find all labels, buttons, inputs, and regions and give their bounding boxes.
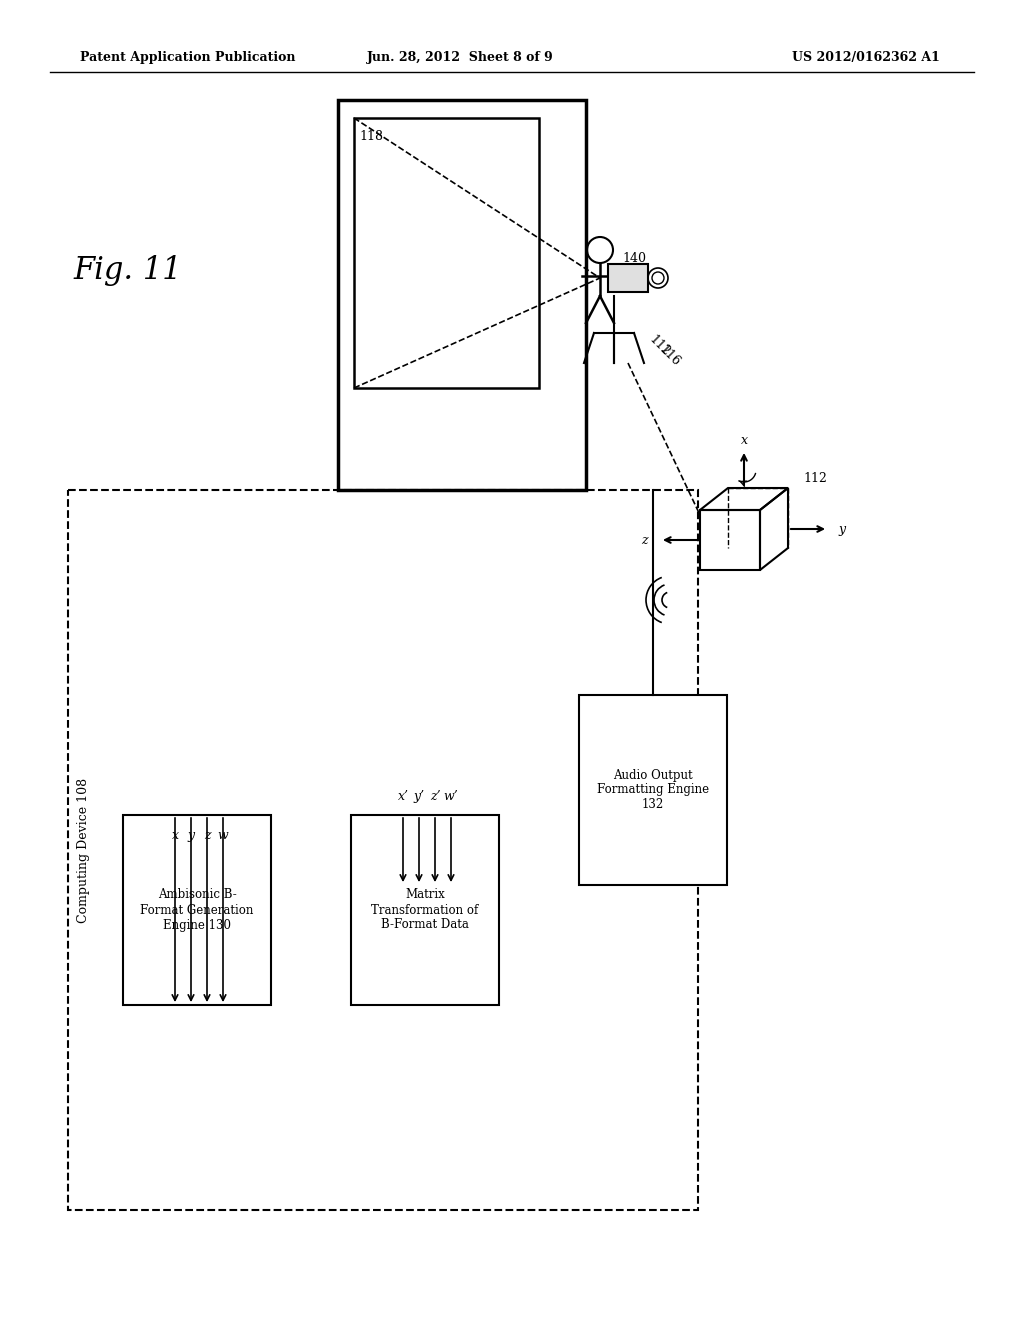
Text: x: x bbox=[171, 829, 178, 842]
Text: Fig. 11: Fig. 11 bbox=[74, 255, 182, 285]
Bar bbox=[354, 117, 539, 388]
Text: y: y bbox=[187, 829, 195, 842]
Text: w: w bbox=[218, 829, 228, 842]
Text: Computing Device 108: Computing Device 108 bbox=[78, 777, 90, 923]
Text: Ambisonic B-
Format Generation
Engine 130: Ambisonic B- Format Generation Engine 13… bbox=[140, 888, 254, 932]
Text: Patent Application Publication: Patent Application Publication bbox=[80, 51, 296, 65]
Bar bbox=[608, 264, 648, 292]
Text: z: z bbox=[641, 533, 648, 546]
Bar bbox=[123, 814, 271, 1005]
Text: Jun. 28, 2012  Sheet 8 of 9: Jun. 28, 2012 Sheet 8 of 9 bbox=[367, 51, 553, 65]
Text: z: z bbox=[204, 829, 210, 842]
Text: 116: 116 bbox=[656, 343, 682, 370]
Text: Matrix
Transformation of
B-Format Data: Matrix Transformation of B-Format Data bbox=[372, 888, 478, 932]
Text: US 2012/0162362 A1: US 2012/0162362 A1 bbox=[793, 51, 940, 65]
Bar bbox=[579, 696, 727, 884]
Bar bbox=[338, 100, 586, 490]
Text: z’: z’ bbox=[430, 789, 440, 803]
Text: 118: 118 bbox=[359, 129, 383, 143]
Text: 140: 140 bbox=[622, 252, 646, 264]
Text: w’: w’ bbox=[443, 789, 459, 803]
Bar bbox=[68, 490, 698, 1210]
Text: y’: y’ bbox=[414, 789, 425, 803]
Text: x’: x’ bbox=[397, 789, 409, 803]
Text: Audio Output
Formatting Engine
132: Audio Output Formatting Engine 132 bbox=[597, 768, 709, 812]
Text: 112: 112 bbox=[646, 333, 672, 359]
Text: y: y bbox=[838, 523, 845, 536]
Text: x: x bbox=[740, 433, 748, 446]
Bar bbox=[351, 814, 499, 1005]
Text: 112: 112 bbox=[803, 471, 826, 484]
